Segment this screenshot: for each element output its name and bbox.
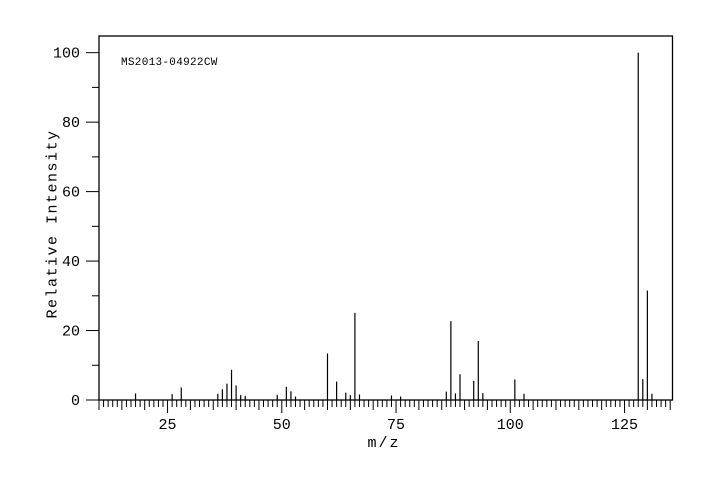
- y-tick-label: 40: [62, 254, 80, 271]
- y-tick-label: 100: [53, 46, 80, 63]
- x-tick-label: 75: [387, 417, 405, 434]
- x-tick-label: 100: [497, 417, 524, 434]
- x-axis-label: m/z: [367, 435, 401, 452]
- x-tick-label: 25: [159, 417, 177, 434]
- y-axis-label: Relative Intensity: [44, 129, 62, 319]
- y-tick-label: 20: [62, 324, 80, 341]
- y-tick-label: 60: [62, 185, 80, 202]
- x-tick-label: 50: [273, 417, 291, 434]
- spectrum-id-annotation: MS2013-04922CW: [121, 57, 218, 69]
- x-tick-label: 125: [611, 417, 638, 434]
- plot-border: [98, 35, 674, 401]
- y-tick-label: 80: [62, 115, 80, 132]
- y-tick-label: 0: [71, 393, 80, 410]
